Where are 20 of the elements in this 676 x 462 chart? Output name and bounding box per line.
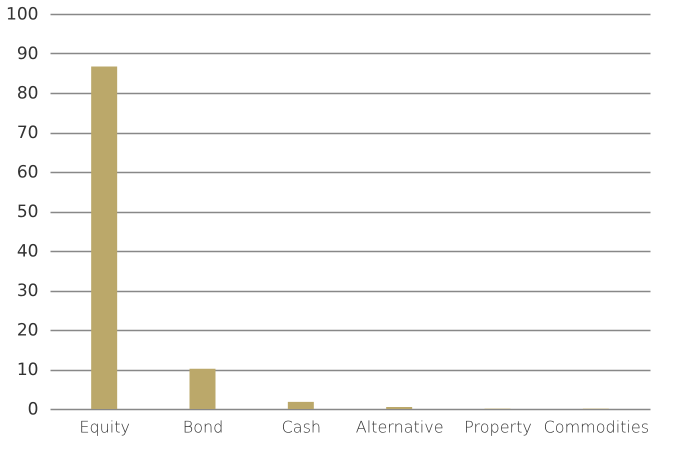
y-tick-label: 70 xyxy=(16,123,38,143)
x-tick-label: Commodities xyxy=(544,418,650,436)
y-tick-label: 50 xyxy=(16,202,38,222)
y-tick-label: 30 xyxy=(16,281,38,301)
x-tick-label: Property xyxy=(464,418,532,436)
y-tick-label: 40 xyxy=(16,242,38,262)
y-tick-label: 10 xyxy=(16,360,38,380)
y-tick-label: 20 xyxy=(16,320,38,340)
bar xyxy=(91,66,118,409)
x-tick-label: Cash xyxy=(282,418,322,436)
x-tick-label: Equity xyxy=(79,418,130,436)
y-tick-label: 100 xyxy=(6,4,38,24)
y-tick-label: 0 xyxy=(28,400,38,420)
x-tick-label: Alternative xyxy=(356,418,444,436)
y-tick-label: 80 xyxy=(16,84,38,104)
bar xyxy=(190,368,216,409)
bar xyxy=(288,402,314,409)
y-tick-label: 60 xyxy=(16,162,38,182)
y-tick-label: 90 xyxy=(16,44,38,64)
x-tick-label: Bond xyxy=(182,418,224,436)
